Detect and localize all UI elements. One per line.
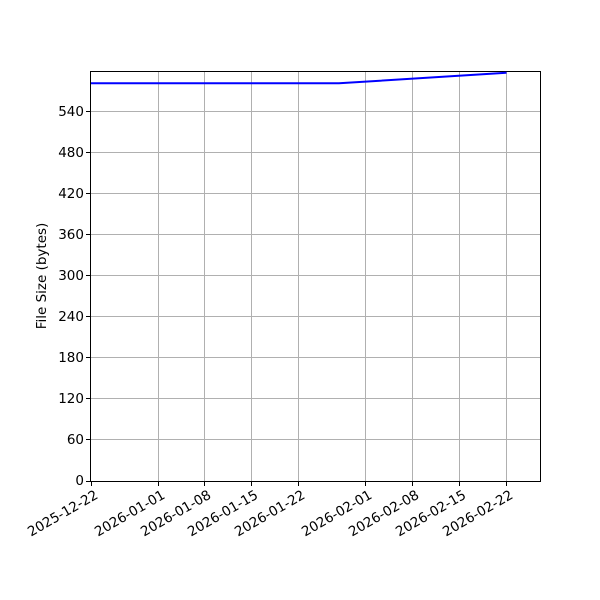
y-tick-label: 300 <box>58 267 84 284</box>
y-tick-label: 240 <box>58 308 84 325</box>
x-gridline <box>157 72 159 481</box>
y-tick-mark <box>86 275 90 277</box>
y-tick-label: 420 <box>58 185 84 202</box>
y-gridline <box>91 152 540 154</box>
x-gridline <box>459 72 461 481</box>
x-gridline <box>412 72 414 481</box>
y-gridline <box>91 439 540 441</box>
y-gridline <box>91 316 540 318</box>
y-tick-mark <box>86 316 90 318</box>
y-tick-label: 480 <box>58 144 84 161</box>
y-gridline <box>91 234 540 236</box>
y-gridline <box>91 111 540 113</box>
y-tick-label: 540 <box>58 103 84 120</box>
y-tick-mark <box>86 480 90 482</box>
y-gridline <box>91 398 540 400</box>
x-tick-mark <box>90 482 92 486</box>
x-tick-mark <box>505 482 507 486</box>
y-tick-mark <box>86 234 90 236</box>
gridline-layer <box>91 72 540 481</box>
x-tick-mark <box>365 482 367 486</box>
y-gridline <box>91 193 540 195</box>
y-tick-label: 120 <box>58 390 84 407</box>
x-gridline <box>204 72 206 481</box>
y-gridline <box>91 357 540 359</box>
plot-area <box>90 71 541 482</box>
y-tick-mark <box>86 439 90 441</box>
y-tick-label: 0 <box>75 473 84 489</box>
y-tick-label: 180 <box>58 349 84 366</box>
y-tick-mark <box>86 193 90 195</box>
y-tick-label: 60 <box>66 431 84 448</box>
x-tick-mark <box>412 482 414 486</box>
y-tick-mark <box>86 152 90 154</box>
y-tick-mark <box>86 357 90 359</box>
x-gridline <box>505 72 507 481</box>
y-tick-label: 360 <box>58 226 84 243</box>
x-tick-mark <box>157 482 159 486</box>
x-tick-mark <box>459 482 461 486</box>
x-tick-mark <box>204 482 206 486</box>
y-tick-mark <box>86 111 90 113</box>
x-gridline <box>365 72 367 481</box>
x-tick-mark <box>251 482 253 486</box>
x-tick-label: 2025-12-22 <box>24 487 101 541</box>
y-tick-mark <box>86 398 90 400</box>
x-gridline <box>251 72 253 481</box>
x-tick-mark <box>298 482 300 486</box>
y-gridline <box>91 275 540 277</box>
x-gridline <box>298 72 300 481</box>
